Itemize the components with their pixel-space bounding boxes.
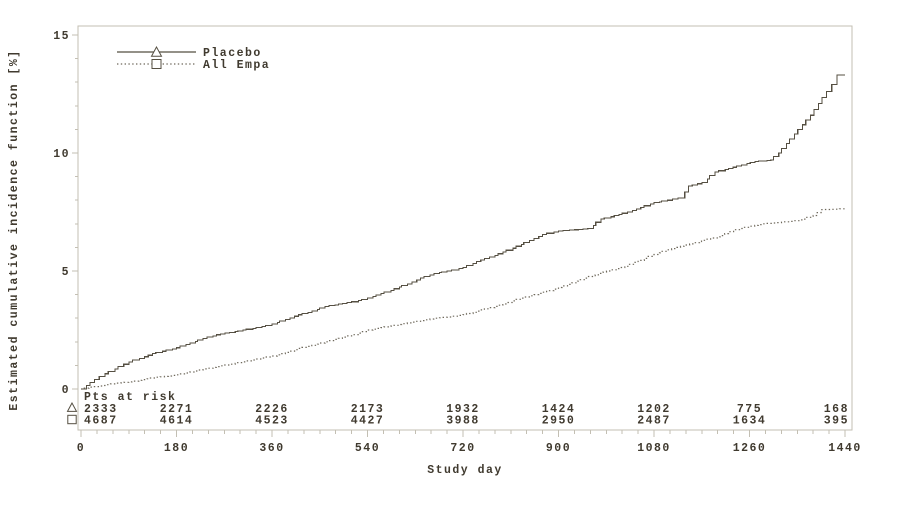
triangle-marker-icon [150,45,163,57]
x-axis-ticks [80,430,846,437]
x-tick-label: 180 [164,442,189,455]
triangle-marker-icon [66,401,78,412]
at-risk-count: 1634 [733,415,767,428]
at-risk-count: 3988 [446,415,480,428]
at-risk-count: 2226 [255,403,289,416]
x-tick-label: 360 [259,442,284,455]
legend-label: Placebo [203,47,262,60]
series-all-empa-line [81,208,846,390]
x-tick-label: 900 [546,442,571,455]
x-tick-label: 720 [450,442,475,455]
at-risk-count: 4687 [84,415,118,428]
x-tick-label: 1260 [733,442,767,455]
at-risk-count: 1424 [542,403,576,416]
at-risk-count: 2950 [542,415,576,428]
y-tick-label: 10 [53,148,70,161]
at-risk-count: 2487 [637,415,671,428]
at-risk-count: 2333 [84,403,118,416]
legend-label: All Empa [203,59,270,72]
x-tick-label: 540 [355,442,380,455]
y-axis-label: Estimated cumulative incidence function … [8,49,21,410]
series-placebo-line [81,74,845,390]
x-tick-label: 1080 [637,442,671,455]
at-risk-count: 4523 [255,415,289,428]
legend-item-placebo: Placebo [117,45,262,60]
at-risk-count: 4614 [160,415,194,428]
at-risk-count: 1932 [446,403,480,416]
y-tick-label: 0 [62,384,70,397]
at-risk-count: 1202 [637,403,671,416]
pts-at-risk-title: Pts at risk [84,391,176,404]
x-tick-label: 0 [77,442,85,455]
y-tick-label: 15 [53,30,70,43]
x-axis-label: Study day [427,464,503,477]
at-risk-count: 395 [824,415,849,428]
y-axis-ticks [72,34,78,390]
at-risk-count: 2271 [160,403,194,416]
at-risk-count: 4427 [351,415,385,428]
square-marker-icon [67,414,77,425]
at-risk-count: 775 [737,403,762,416]
at-risk-count: 168 [824,403,849,416]
at-risk-count: 2173 [351,403,385,416]
plot-frame [77,25,853,431]
y-tick-label: 5 [62,266,70,279]
legend-item-all-empa: All Empa [117,59,270,72]
square-marker-icon [151,59,162,69]
x-tick-label: 1440 [828,442,862,455]
